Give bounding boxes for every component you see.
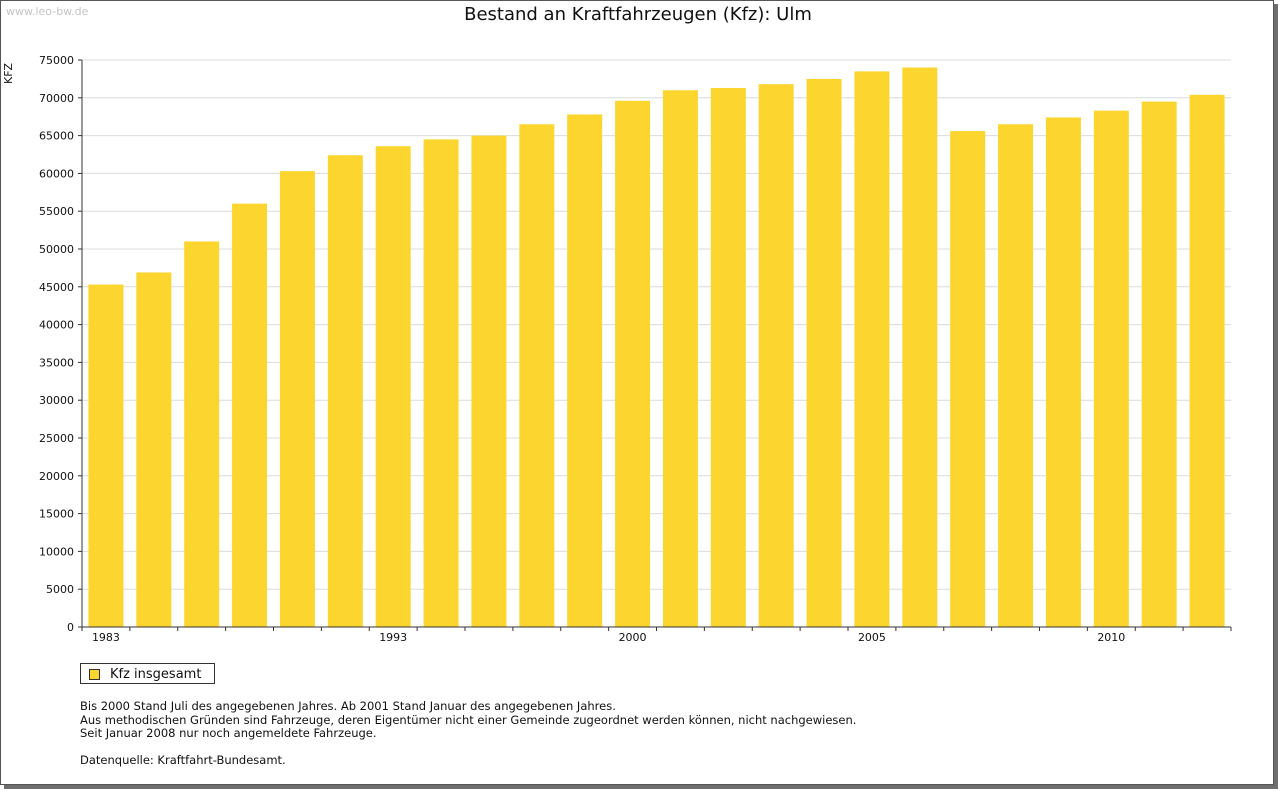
y-tick-label-14: 70000: [39, 92, 74, 105]
bar-2: [184, 241, 220, 627]
y-tick-label-4: 20000: [39, 470, 74, 483]
bar-4: [279, 171, 315, 627]
y-tick-label-7: 35000: [39, 356, 74, 369]
bar-22: [1141, 101, 1177, 627]
x-tick-label-16: 2005: [858, 631, 886, 644]
y-tick-label-6: 30000: [39, 394, 74, 407]
y-tick-label-8: 40000: [39, 319, 74, 332]
watermark: www.leo-bw.de: [6, 5, 89, 18]
legend: Kfz insgesamt: [80, 663, 215, 684]
y-tick-label-2: 10000: [39, 545, 74, 558]
bar-5: [327, 155, 363, 628]
y-tick-label-5: 25000: [39, 432, 74, 445]
bar-11: [615, 100, 651, 628]
bar-6: [375, 146, 411, 627]
bar-16: [854, 71, 890, 628]
bar-21: [1093, 110, 1129, 628]
bar-9: [519, 124, 555, 627]
x-tick-label-6: 1993: [379, 631, 407, 644]
bar-0: [88, 284, 124, 627]
y-tick-label-0: 0: [67, 621, 74, 634]
x-tick-label-11: 2000: [619, 631, 647, 644]
bar-1: [136, 272, 172, 627]
legend-label: Kfz insgesamt: [110, 667, 202, 682]
bar-19: [998, 124, 1034, 627]
bar-12: [662, 90, 698, 628]
bar-8: [471, 135, 507, 627]
bar-18: [950, 131, 986, 627]
y-tick-label-12: 60000: [39, 167, 74, 180]
footnote-1: Bis 2000 Stand Juli des angegebenen Jahr…: [80, 699, 616, 713]
y-tick-label-10: 50000: [39, 243, 74, 256]
footnotes: Bis 2000 Stand Juli des angegebenen Jahr…: [80, 699, 857, 741]
y-tick-label-13: 65000: [39, 130, 74, 143]
bar-3: [232, 203, 268, 627]
chart-title: Bestand an Kraftfahrzeugen (Kfz): Ulm: [464, 4, 812, 25]
footnote-3: Seit Januar 2008 nur noch angemeldete Fa…: [80, 726, 377, 740]
legend-swatch: [89, 669, 100, 680]
y-tick-label-11: 55000: [39, 205, 74, 218]
y-tick-label-15: 75000: [39, 54, 74, 67]
x-tick-label-21: 2010: [1097, 631, 1125, 644]
x-tick-label-0: 1983: [92, 631, 120, 644]
y-tick-label-1: 5000: [46, 583, 74, 596]
footnote-2: Aus methodischen Gründen sind Fahrzeuge,…: [80, 712, 857, 727]
bar-20: [1045, 117, 1081, 628]
bar-10: [567, 114, 603, 627]
data-source: Datenquelle: Kraftfahrt-Bundesamt.: [80, 753, 286, 767]
bar-14: [758, 84, 794, 627]
bar-chart: 0 5000 10000 15000 20000 25000 30000 35000 40000…: [39, 54, 1232, 644]
y-tick-label-9: 45000: [39, 281, 74, 294]
bar-15: [806, 78, 842, 627]
y-tick-label-3: 15000: [39, 508, 74, 521]
bar-17: [902, 67, 938, 627]
bar-23: [1189, 94, 1225, 627]
bar-13: [710, 87, 746, 628]
bar-7: [423, 139, 459, 627]
